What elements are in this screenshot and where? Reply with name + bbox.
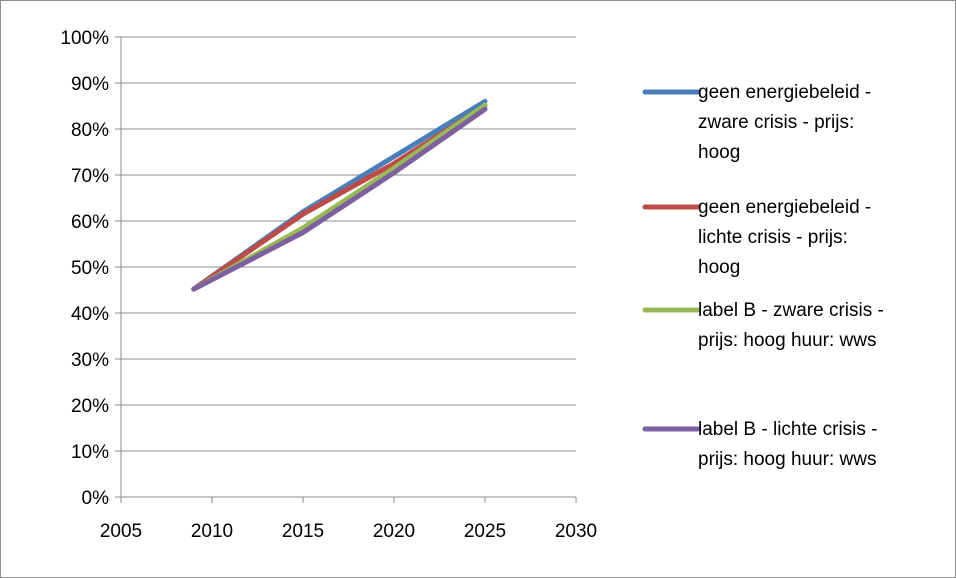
y-tick-label: 90%: [71, 74, 109, 95]
legend-label-4: label B - lichte crisis -: [698, 419, 878, 440]
legend-label-2: lichte crisis - prijs:: [698, 227, 848, 248]
y-tick-label: 80%: [71, 120, 109, 141]
x-tick-label: 2030: [555, 521, 597, 542]
x-tick-label: 2025: [464, 521, 506, 542]
legend-label-2: hoog: [698, 257, 740, 278]
x-tick-label: 2015: [282, 521, 324, 542]
series-line-4: [191, 106, 488, 292]
y-tick-label: 30%: [71, 350, 109, 371]
y-tick-label: 0%: [82, 488, 110, 509]
legend-label-2: geen energiebeleid -: [698, 197, 871, 218]
x-tick-label: 2020: [373, 521, 415, 542]
legend-label-4: prijs: hoog huur: wws: [698, 449, 876, 470]
y-tick-label: 10%: [71, 442, 109, 463]
axes: 0% 10% 20% 30% 40% 50% 60% 70% 80% 90% 100% 2005 201…: [60, 28, 597, 542]
legend-label-1: geen energiebeleid -: [698, 82, 871, 103]
legend-label-3: prijs: hoog huur: wws: [698, 330, 876, 351]
x-tick-label: 2010: [191, 521, 233, 542]
legend-label-1: zware crisis - prijs:: [698, 112, 854, 133]
y-tick-label: 60%: [71, 212, 109, 233]
y-tick-label: 40%: [71, 304, 109, 325]
gridlines: [121, 36, 576, 452]
y-tick-label: 20%: [71, 396, 109, 417]
y-tick-label: 100%: [60, 28, 109, 49]
legend-label-1: hoog: [698, 142, 740, 163]
x-tick-label: 2005: [100, 521, 142, 542]
series-lines: [191, 98, 488, 292]
legend-label-3: label B - zware crisis -: [698, 300, 884, 321]
legend: geen energiebeleid - zware crisis - prijs…: [642, 82, 884, 470]
y-tick-label: 70%: [71, 166, 109, 187]
y-tick-label: 50%: [71, 258, 109, 279]
